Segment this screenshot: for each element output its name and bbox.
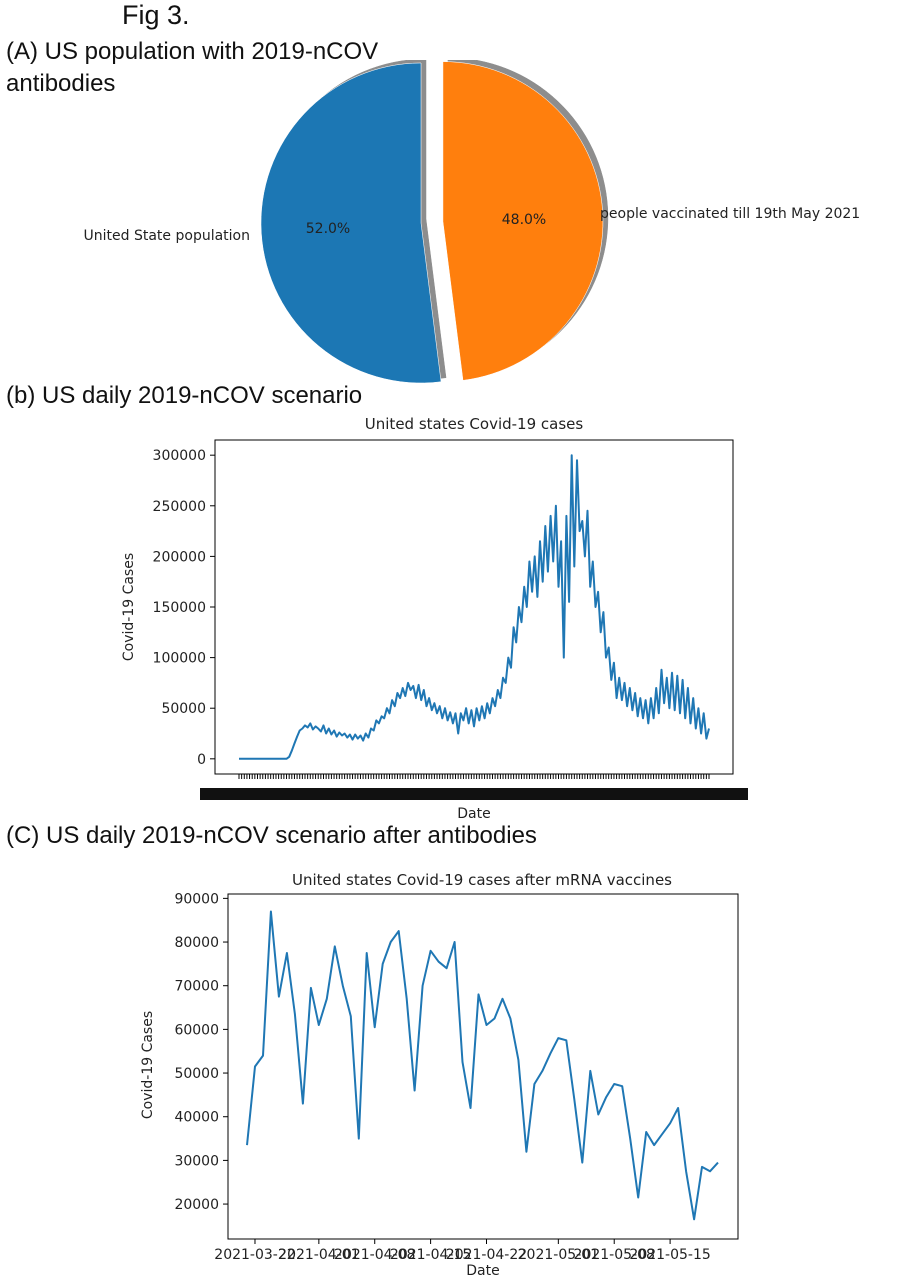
chart-b: United states Covid-19 cases 0 50000 10000… — [121, 415, 748, 822]
chart-c-xtick-label: 2021-04-01 — [278, 1247, 359, 1263]
pie-pct-48: 48.0% — [502, 212, 546, 228]
chart-c-xtick-label: 2021-05-08 — [574, 1247, 655, 1263]
chart-b-ytick-label: 200000 — [153, 549, 206, 565]
chart-c-xtick-label: 2021-04-15 — [390, 1247, 471, 1263]
chart-c-frame — [227, 893, 739, 1240]
panel-b-title: (b) US daily 2019-nCOV scenario — [6, 382, 363, 409]
chart-c-series-line — [246, 910, 719, 1221]
chart-c-ylabel: Covid-19 Cases — [140, 1011, 156, 1119]
panel-a-title-line1: (A) US population with 2019-nCOV — [6, 38, 379, 65]
pie-pct-52: 52.0% — [306, 221, 350, 237]
figure-label: Fig 3. — [122, 0, 190, 30]
chart-c-xlabel: Date — [466, 1263, 499, 1279]
chart-c-ytick-label: 80000 — [174, 935, 219, 951]
chart-c-ytick-label: 70000 — [174, 979, 219, 995]
chart-b-series-line — [239, 454, 710, 760]
panel-a-title-line2: antibodies — [6, 70, 116, 97]
chart-c-title: United states Covid-19 cases after mRNA … — [292, 871, 672, 889]
chart-b-ytick-label: 250000 — [153, 499, 206, 515]
chart-c-ytick-label: 90000 — [174, 891, 219, 907]
chart-c-xtick-label: 2021-04-22 — [446, 1247, 527, 1263]
chart-b-ytick-label: 150000 — [153, 600, 206, 616]
chart-c-xtick-label: 2021-03-22 — [214, 1247, 295, 1263]
chart-c-ytick-label: 20000 — [174, 1197, 219, 1213]
chart-c-ytick-label: 30000 — [174, 1153, 219, 1169]
chart-c-xtick-label: 2021-05-01 — [518, 1247, 599, 1263]
chart-b-xlabel: Date — [457, 806, 490, 822]
chart-c-ytick-label: 50000 — [174, 1066, 219, 1082]
pie-label-united-state-population: United State population — [84, 228, 250, 244]
chart-c: United states Covid-19 cases after mRNA … — [140, 871, 739, 1279]
chart-c-xtick-label: 2021-04-08 — [334, 1247, 415, 1263]
chart-b-ytick-label: 100000 — [153, 651, 206, 667]
chart-b-ytick-label: 0 — [197, 752, 206, 768]
panel-c-title: (C) US daily 2019-nCOV scenario after an… — [6, 822, 537, 849]
chart-b-ylabel: Covid-19 Cases — [121, 553, 137, 661]
pie-label-people-vaccinated: people vaccinated till 19th May 2021 — [600, 206, 860, 222]
chart-c-ytick-label: 60000 — [174, 1022, 219, 1038]
pie-slice-1 — [442, 61, 604, 381]
pie-chart: United State population people vaccinate… — [84, 61, 860, 384]
pie-slice-0 — [260, 62, 442, 384]
chart-c-ytick-label: 40000 — [174, 1110, 219, 1126]
chart-b-ytick-label: 300000 — [153, 448, 206, 464]
chart-c-xtick-label: 2021-05-15 — [629, 1247, 710, 1263]
chart-b-ytick-label: 50000 — [161, 701, 206, 717]
chart-b-title: United states Covid-19 cases — [365, 415, 584, 433]
chart-b-xtick-labels-overlap — [200, 788, 748, 800]
